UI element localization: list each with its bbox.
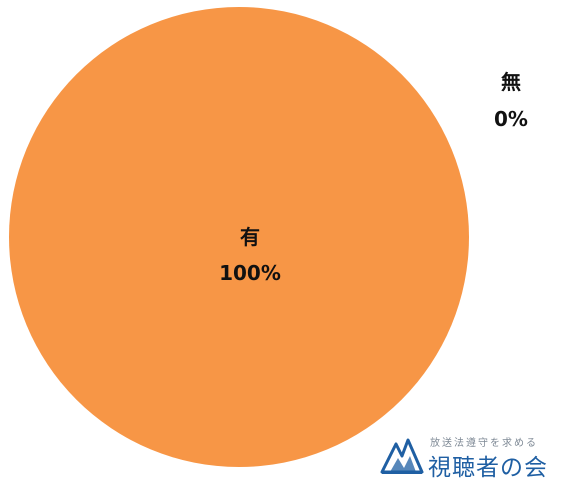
- pie-slices: [9, 7, 469, 467]
- mountain-logo-icon: [380, 438, 424, 474]
- slice-label-no-percent: 0%: [494, 107, 528, 131]
- slice-label-no-category: 無: [501, 70, 521, 94]
- pie-slice-yes: [9, 7, 469, 467]
- slice-label-yes-percent: 100%: [219, 261, 281, 285]
- logo-name: 視聴者の会: [428, 455, 548, 481]
- logo-tagline: 放送法遵守を求める: [430, 438, 538, 449]
- slice-label-yes-category: 有: [240, 225, 260, 249]
- organization-logo: 放送法遵守を求める 視聴者の会: [380, 432, 569, 481]
- pie-data-labels: 有 100% 無 0%: [219, 70, 528, 285]
